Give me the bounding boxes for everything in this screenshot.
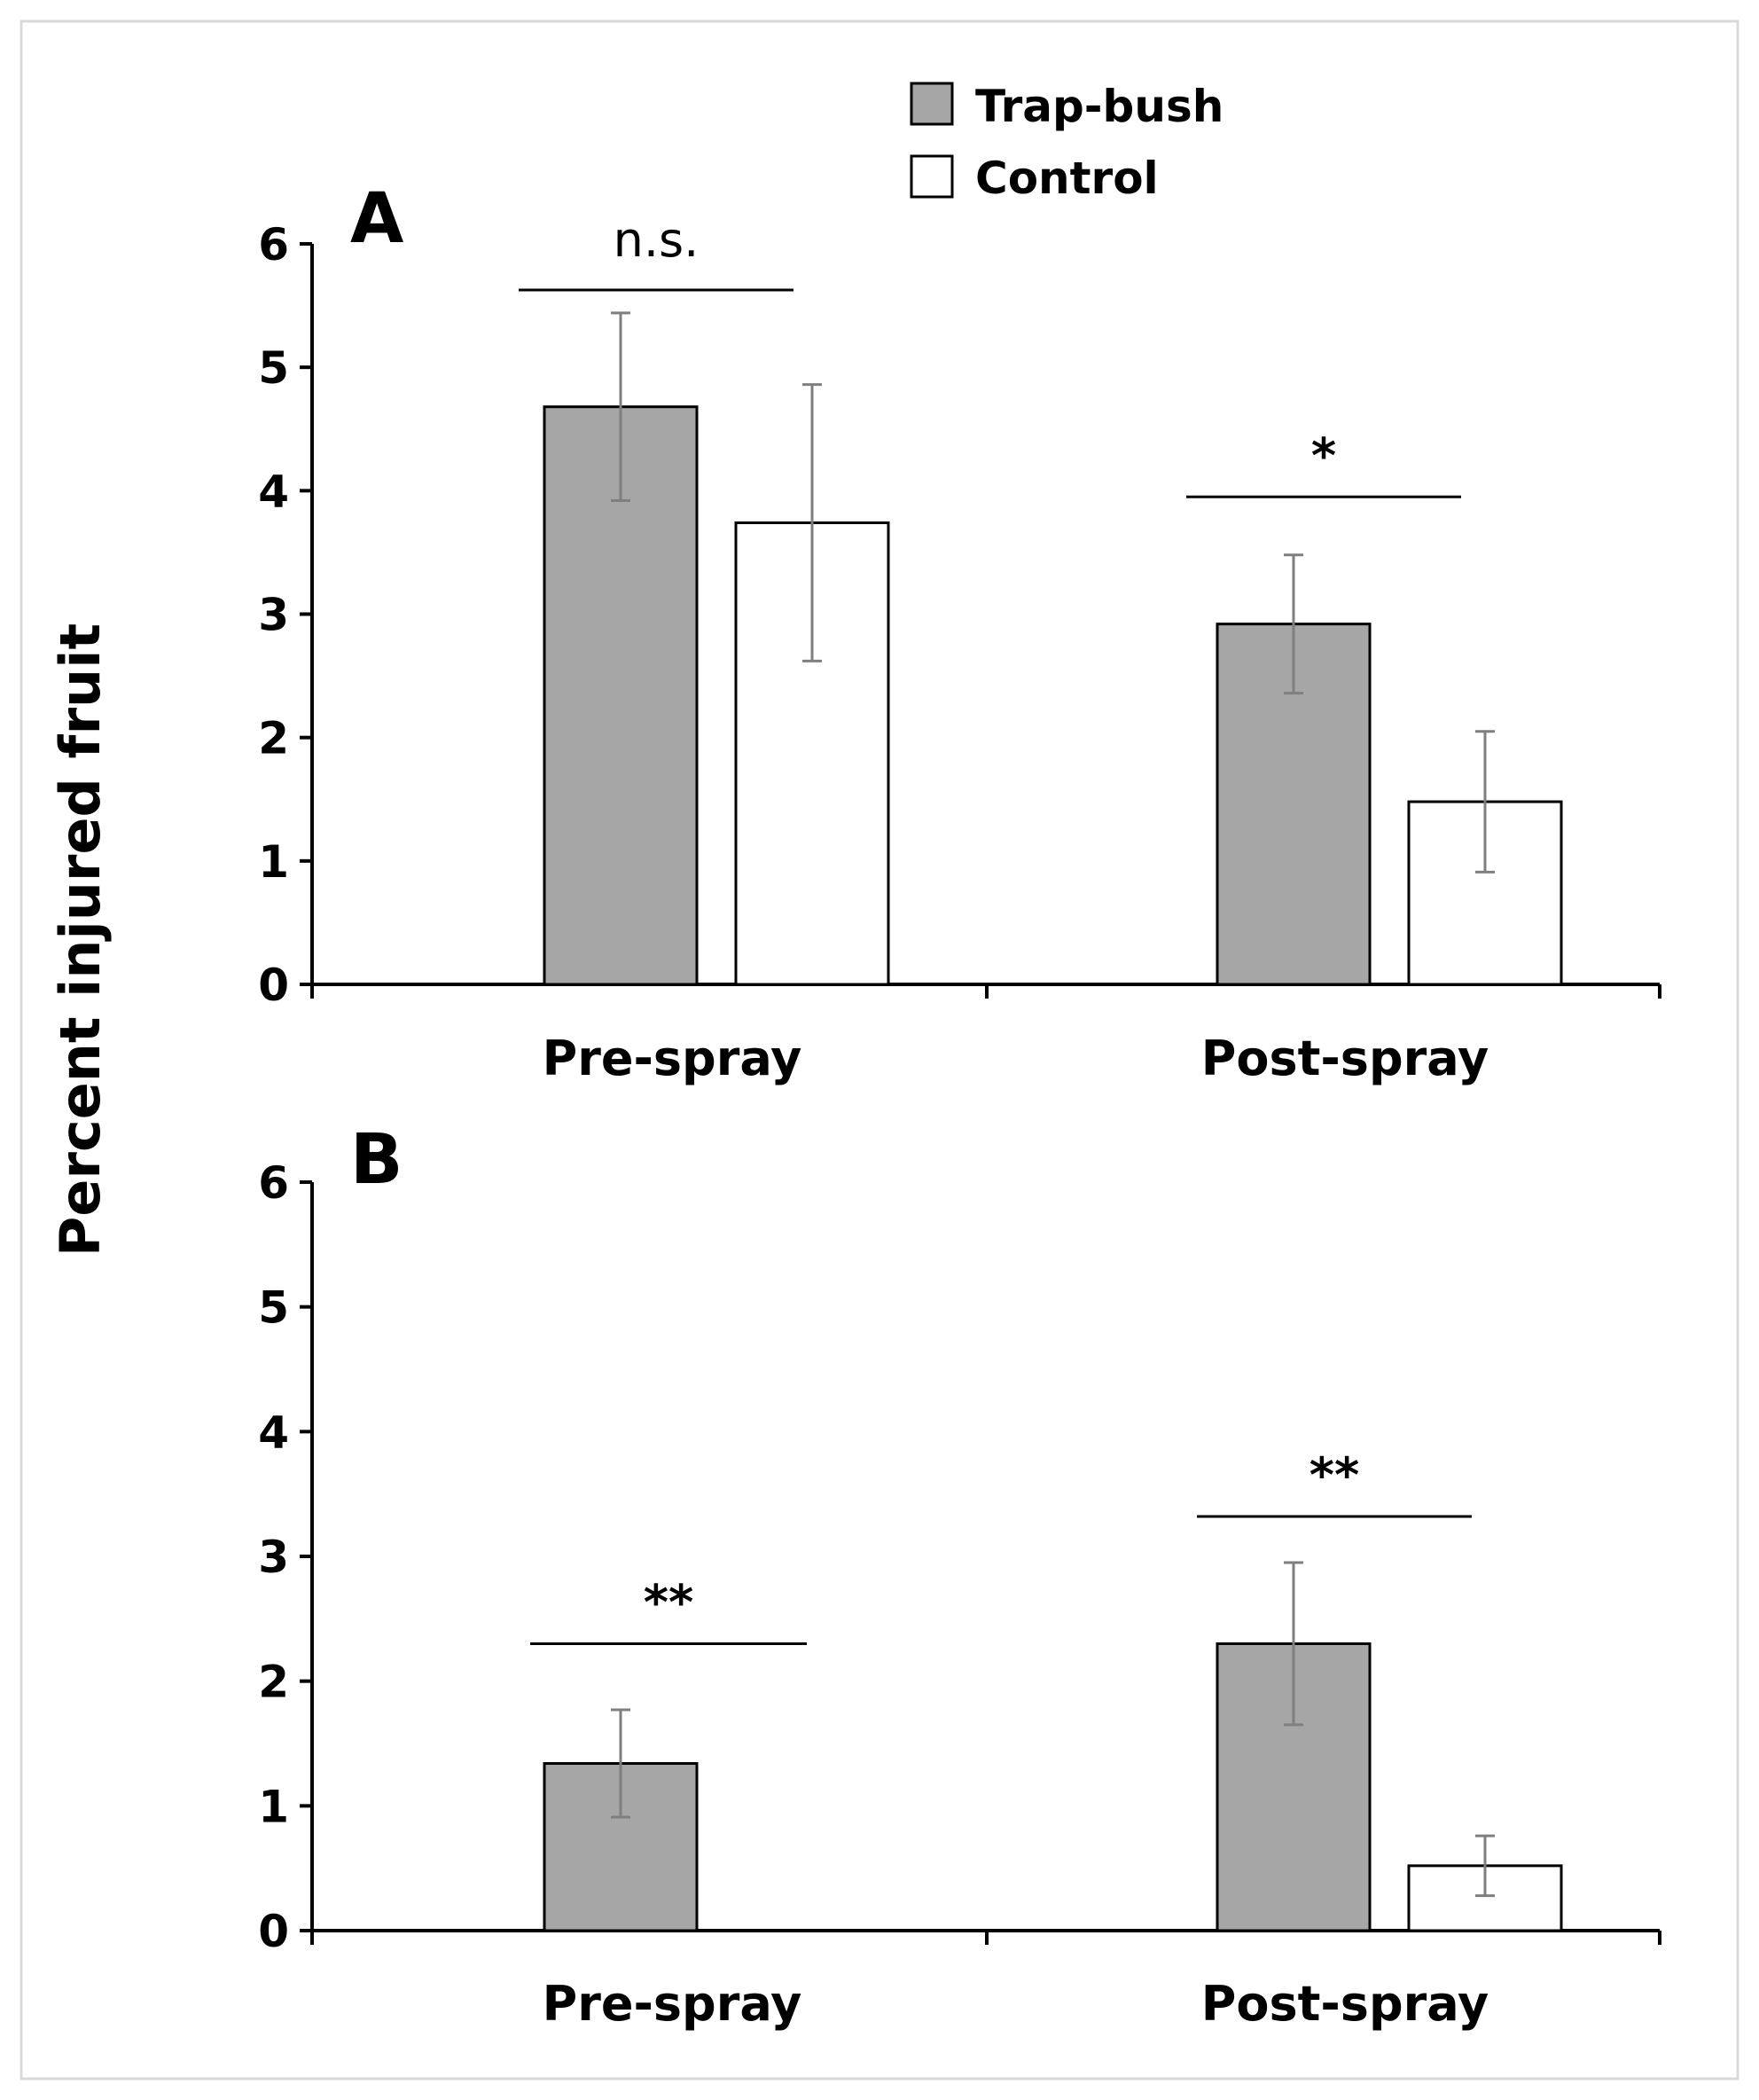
significance-label: ** <box>1309 1447 1359 1503</box>
error-bar <box>1475 1834 1495 1898</box>
y-tick-label: 3 <box>258 1532 289 1583</box>
y-tick-label: 0 <box>258 1906 289 1957</box>
error-bar <box>611 1708 630 1819</box>
y-ticks: 0 1 2 3 4 5 6 <box>258 1157 1661 1957</box>
significance-label: * <box>1311 427 1336 483</box>
error-bars <box>611 311 1495 874</box>
legend: Trap-bush Control <box>910 81 1223 204</box>
significance-markers: n.s. * <box>519 212 1461 498</box>
y-tick-label: 1 <box>258 836 289 888</box>
category-label: Pre-spray <box>543 1976 802 2032</box>
panel-a: A 0 1 2 3 4 5 6 Pre-spray Post-spray n.s. * <box>258 179 1661 1086</box>
category-label: Post-spray <box>1201 1976 1489 2032</box>
y-tick-label: 6 <box>258 219 289 270</box>
y-tick-label: 0 <box>258 960 289 1011</box>
bars <box>543 1642 1563 1932</box>
category-labels: Pre-spray Post-spray <box>543 1976 1489 2032</box>
y-tick-label: 5 <box>258 342 289 394</box>
legend-swatch-trap-bush <box>910 82 954 126</box>
y-tick-label: 4 <box>258 466 289 517</box>
legend-label-trap-bush: Trap-bush <box>975 81 1223 132</box>
y-tick-label: 4 <box>258 1407 289 1458</box>
y-tick-label: 1 <box>258 1781 289 1832</box>
y-tick-label: 3 <box>258 590 289 641</box>
legend-label-control: Control <box>975 153 1159 204</box>
significance-label: ** <box>644 1574 693 1630</box>
category-label: Pre-spray <box>543 1030 802 1086</box>
y-ticks: 0 1 2 3 4 5 6 <box>258 219 1661 1011</box>
category-label: Post-spray <box>1201 1030 1489 1086</box>
panel-b: B 0 1 2 3 4 5 6 Pre-spray Post-spray ** ** <box>258 1120 1661 2032</box>
error-bar <box>1284 553 1303 695</box>
bar-trap-bush-pre-spray <box>543 405 699 986</box>
significance-label: n.s. <box>614 212 700 268</box>
error-bar <box>611 311 630 502</box>
error-bars <box>611 1561 1495 1898</box>
error-bar <box>802 383 822 662</box>
figure-border <box>20 20 1739 2080</box>
y-tick-label: 5 <box>258 1282 289 1334</box>
y-axis-label: Percent injured fruit <box>48 623 113 1257</box>
legend-swatch-control <box>910 154 954 199</box>
y-tick-label: 2 <box>258 1657 289 1708</box>
panel-label: A <box>350 179 403 259</box>
y-tick-label: 6 <box>258 1157 289 1209</box>
category-labels: Pre-spray Post-spray <box>543 1030 1489 1086</box>
error-bar <box>1475 730 1495 874</box>
error-bar <box>1284 1561 1303 1727</box>
significance-markers: ** ** <box>530 1447 1472 1645</box>
panel-label: B <box>350 1120 403 1200</box>
y-tick-label: 2 <box>258 713 289 764</box>
